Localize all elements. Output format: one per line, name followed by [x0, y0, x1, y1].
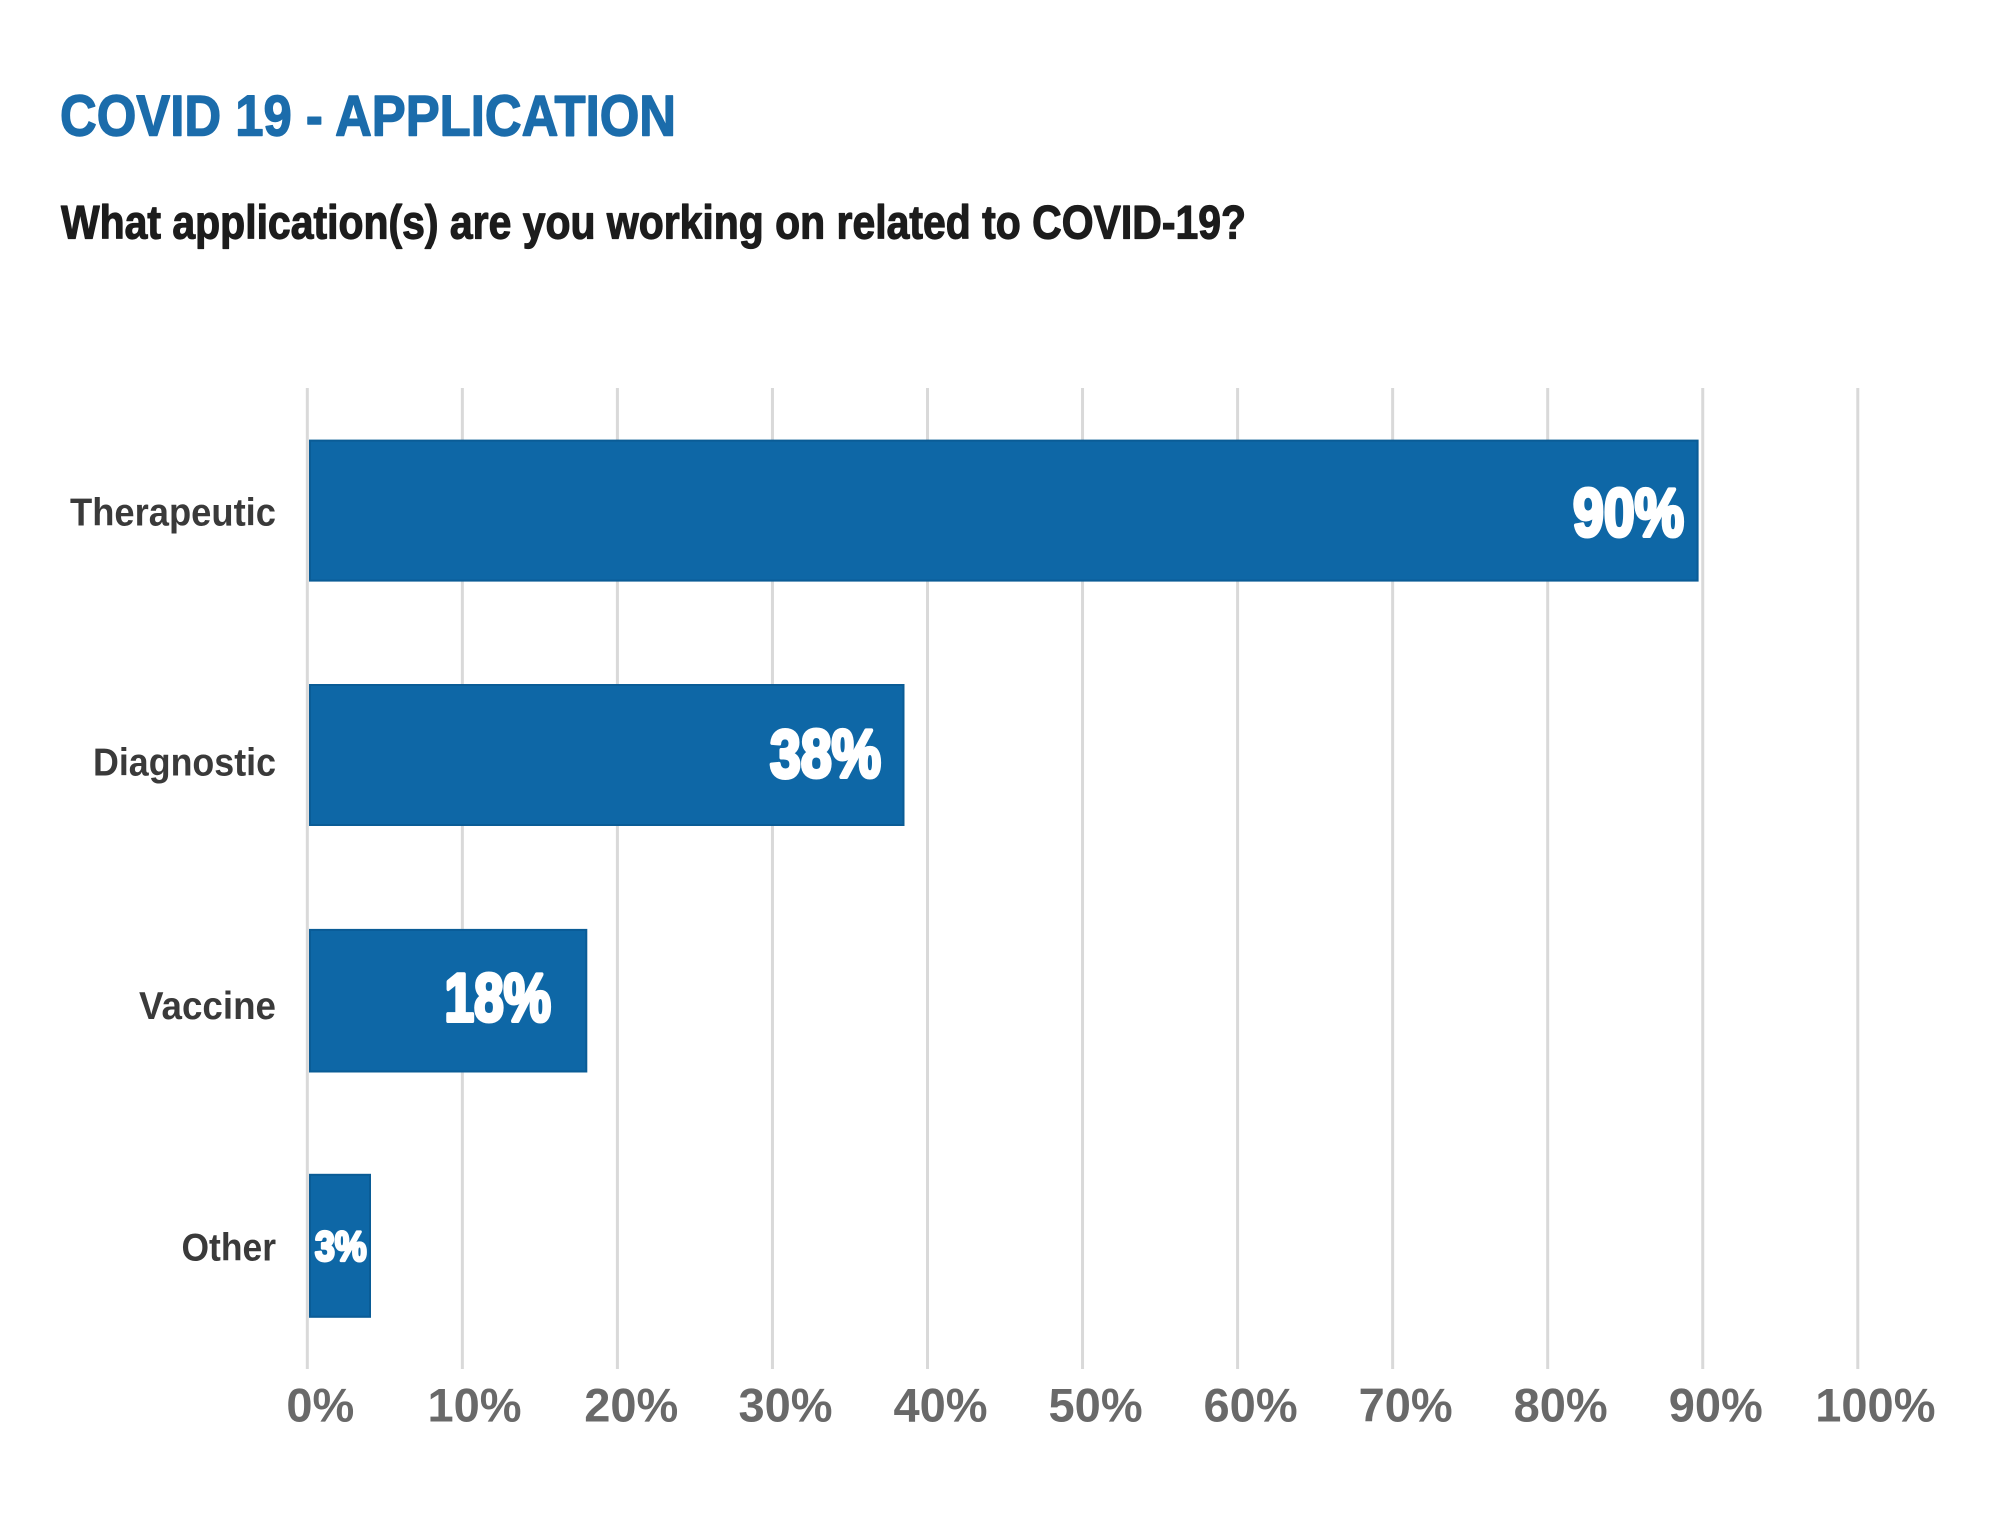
svg-text:30%: 30%	[738, 1379, 832, 1432]
svg-text:70%: 70%	[1359, 1379, 1453, 1432]
svg-text:38%: 38%	[770, 716, 881, 792]
svg-text:100%: 100%	[1815, 1379, 1935, 1432]
svg-text:Other: Other	[182, 1227, 277, 1270]
svg-text:20%: 20%	[584, 1379, 678, 1432]
svg-text:COVID 19 - APPLICATION: COVID 19 - APPLICATION	[60, 84, 676, 148]
svg-text:40%: 40%	[893, 1379, 987, 1432]
svg-text:90%: 90%	[1573, 475, 1684, 551]
svg-text:80%: 80%	[1514, 1379, 1608, 1432]
svg-text:50%: 50%	[1049, 1379, 1143, 1432]
svg-text:60%: 60%	[1204, 1379, 1298, 1432]
svg-text:What application(s) are you wo: What application(s) are you working on r…	[61, 197, 1246, 250]
svg-text:Vaccine: Vaccine	[139, 985, 276, 1028]
svg-text:3%: 3%	[315, 1223, 367, 1270]
svg-text:Diagnostic: Diagnostic	[93, 742, 276, 785]
svg-text:90%: 90%	[1669, 1379, 1763, 1432]
svg-text:18%: 18%	[445, 960, 552, 1036]
svg-text:Therapeutic: Therapeutic	[70, 492, 276, 535]
svg-text:0%: 0%	[286, 1379, 354, 1432]
svg-text:10%: 10%	[427, 1379, 521, 1432]
